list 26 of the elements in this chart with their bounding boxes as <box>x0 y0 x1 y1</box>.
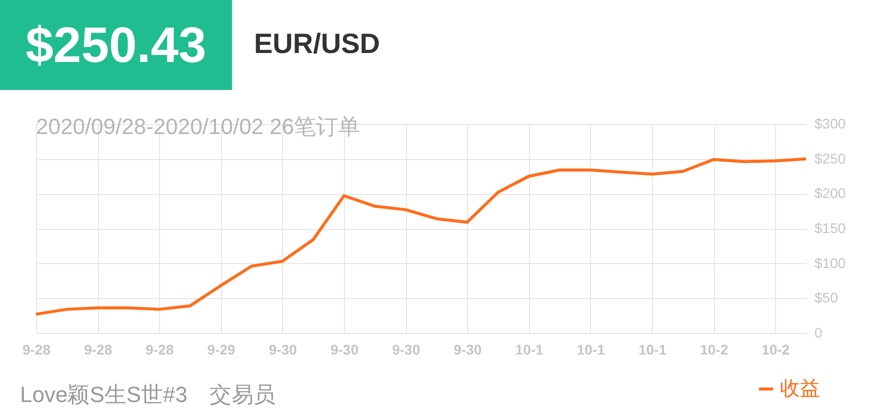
text: Love颖S生S世#3 交易员 <box>20 381 276 409</box>
annotation: 2020/09/28-2020/10/02 26笔订单 <box>36 113 360 141</box>
x-tick-label: 9-29 <box>207 342 236 358</box>
y-tick-label: $300 <box>814 116 846 132</box>
line-series <box>34 157 808 316</box>
x-tick-label: 9-28 <box>84 342 112 358</box>
x-tick-label: 10-1 <box>576 342 606 358</box>
x-tick-label: 9-28 <box>146 342 174 358</box>
chart-subtitle: EUR/USD <box>254 28 380 60</box>
x-tick-label: 9-30 <box>454 342 482 358</box>
y-tick-label: $100 <box>814 254 846 271</box>
x-tick-label: 10-1 <box>638 342 667 358</box>
x-tick-label: 9-30 <box>268 342 298 358</box>
x-tick-label: 10-2 <box>762 342 790 358</box>
legend-label: 收益 <box>780 378 820 400</box>
y-tick-label: $250 <box>814 150 846 166</box>
y-tick-label: $150 <box>814 220 846 236</box>
x-tick-label: 9-30 <box>392 342 420 358</box>
x-tick-label: 10-2 <box>700 342 728 358</box>
x-tick-label: 9-30 <box>330 342 359 358</box>
y-tick-label: 0 <box>814 324 822 340</box>
y-tick-label: $50 <box>814 290 838 306</box>
x-tick-label: 10-1 <box>515 342 544 358</box>
chart-title: $250.43 <box>0 0 232 90</box>
y-tick-label: $200 <box>814 185 846 202</box>
x-tick-label: 9-28 <box>22 342 51 358</box>
